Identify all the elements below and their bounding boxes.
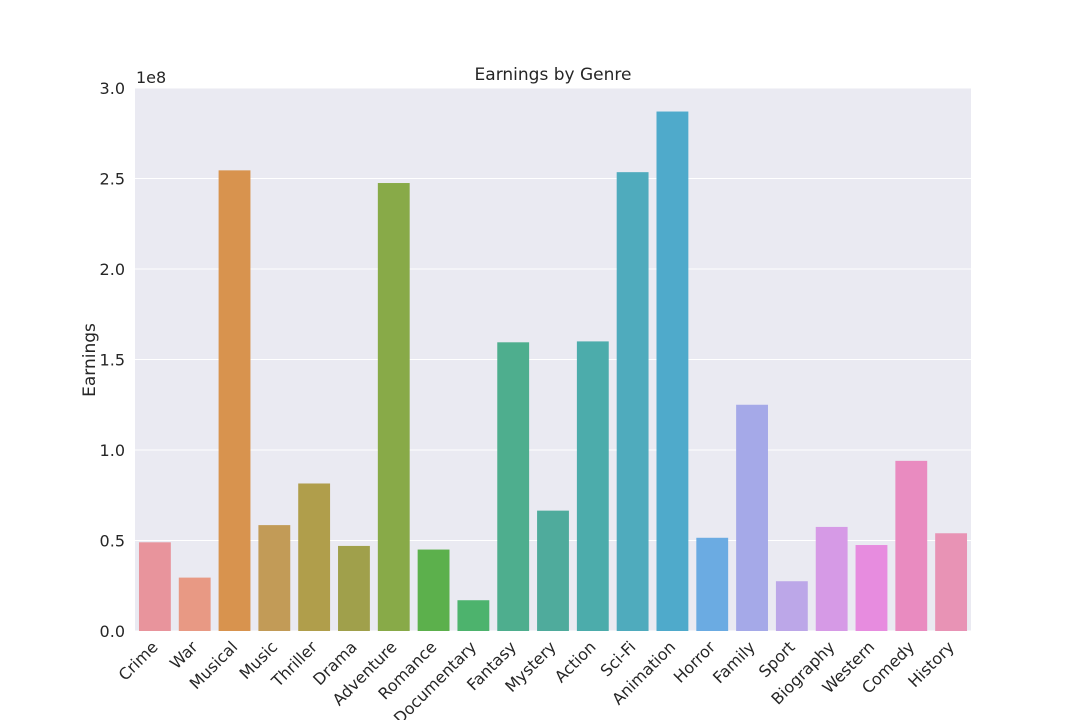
bar-crime: [138, 542, 171, 631]
y-tick-label: 2.0: [100, 260, 125, 279]
bar-family: [736, 404, 768, 631]
y-tick-label: 0.0: [100, 622, 125, 641]
bar-musical: [218, 170, 251, 632]
y-tick-label: 0.5: [100, 532, 125, 551]
bar-action: [576, 341, 609, 631]
bar-sci-fi: [616, 172, 649, 632]
bar-drama: [338, 545, 370, 631]
bar-music: [258, 525, 291, 631]
bar-thriller: [298, 483, 331, 631]
y-tick-label: 2.5: [100, 170, 125, 189]
bar-fantasy: [497, 342, 530, 631]
bars-group: [138, 111, 968, 632]
bar-history: [935, 533, 968, 631]
x-tick-label: Family: [709, 637, 759, 687]
bar-biography: [815, 526, 848, 631]
bar-adventure: [377, 183, 410, 631]
bar-documentary: [457, 600, 490, 631]
bar-mystery: [537, 510, 569, 631]
bar-sport: [775, 581, 808, 631]
x-tick-label: Action: [551, 637, 600, 686]
bar-war: [178, 577, 211, 631]
y-offset-label: 1e8: [136, 68, 166, 87]
chart-title: Earnings by Genre: [475, 65, 632, 85]
bar-animation: [656, 111, 689, 631]
bar-western: [855, 545, 888, 631]
x-axis-ticks: Crime WarMusicalMusicThrillerDramaAdventu…: [115, 637, 958, 720]
bar-horror: [696, 537, 729, 631]
y-tick-label: 1.0: [100, 441, 125, 460]
y-axis-ticks: 0.0 0.5 1.0 1.5 2.0 2.5 3.0: [100, 79, 125, 641]
y-tick-label: 1.5: [100, 351, 125, 370]
x-tick-label: Crime: [115, 637, 162, 684]
y-tick-label: 3.0: [100, 79, 125, 98]
y-axis-label: Earnings: [80, 323, 100, 397]
bar-romance: [417, 549, 450, 631]
bar-comedy: [895, 460, 928, 631]
x-tick-label: Horror: [670, 637, 720, 687]
